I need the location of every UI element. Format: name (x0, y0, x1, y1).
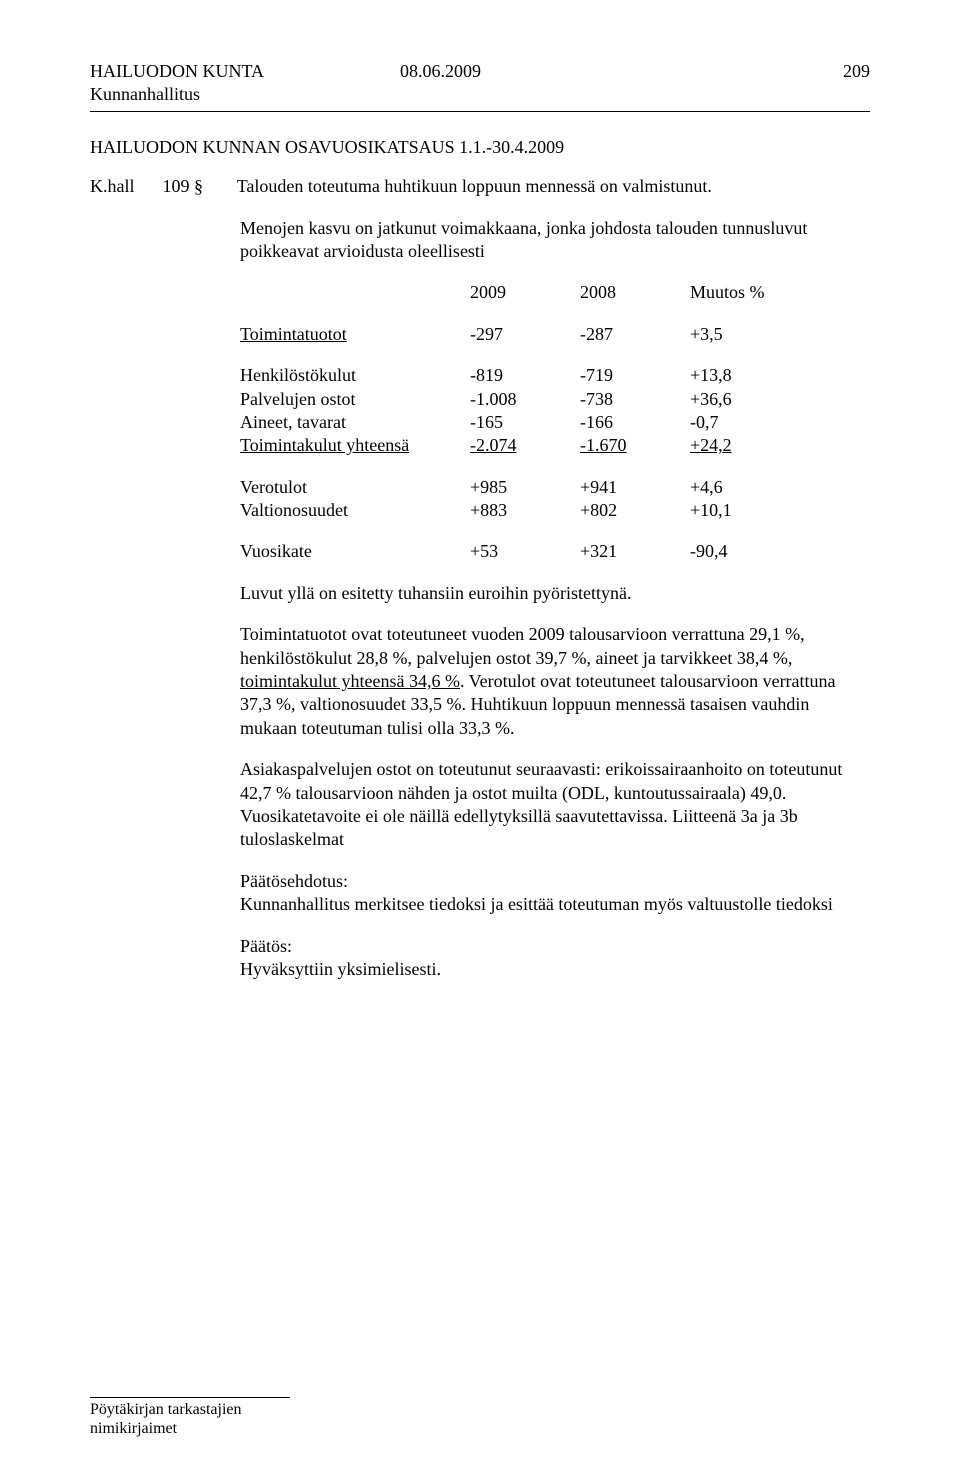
table-row: Toimintakulut yhteensä-2.074-1.670+24,2 (240, 434, 800, 457)
cell-change: +36,6 (690, 388, 800, 411)
table-row: Valtionosuudet+883+802+10,1 (240, 499, 800, 522)
cell-2008: +941 (580, 476, 690, 499)
cell-change: +10,1 (690, 499, 800, 522)
row-label: Valtionosuudet (240, 499, 470, 522)
table-row: Vuosikate+53+321-90,4 (240, 540, 800, 563)
table-row: Toimintatuotot-297-287+3,5 (240, 323, 800, 346)
row-label: Toimintatuotot (240, 323, 470, 346)
table-row: Henkilöstökulut-819-719+13,8 (240, 364, 800, 387)
table-row: Verotulot+985+941+4,6 (240, 476, 800, 499)
financial-table: 2009 2008 Muutos % Toimintatuotot-297-28… (240, 281, 800, 564)
cell-2008: +321 (580, 540, 690, 563)
cell-change: +13,8 (690, 364, 800, 387)
header-divider (90, 111, 870, 112)
khall-row: K.hall 109 § Talouden toteutuma huhtikuu… (90, 175, 870, 198)
cell-2009: +53 (470, 540, 580, 563)
row-label: Palvelujen ostot (240, 388, 470, 411)
paragraph-percents: Toimintatuotot ovat toteutuneet vuoden 2… (240, 623, 870, 740)
cell-2008: -166 (580, 411, 690, 434)
row-label: Toimintakulut yhteensä (240, 434, 470, 457)
table-header-row: 2009 2008 Muutos % (240, 281, 800, 304)
cell-2008: -719 (580, 364, 690, 387)
cell-2008: +802 (580, 499, 690, 522)
khall-label: K.hall (90, 175, 158, 198)
decision-text: Hyväksyttiin yksimielisesti. (240, 958, 870, 981)
p2-part-a: Toimintatuotot ovat toteutuneet vuoden 2… (240, 624, 805, 667)
cell-change: -0,7 (690, 411, 800, 434)
table-row (240, 522, 800, 540)
khall-number: 109 § (163, 175, 233, 198)
cell-change: -90,4 (690, 540, 800, 563)
proposal-text: Kunnanhallitus merkitsee tiedoksi ja esi… (240, 893, 870, 916)
org-name: HAILUODON KUNTA (90, 60, 264, 83)
page-number: 209 (843, 60, 870, 83)
row-label: Vuosikate (240, 540, 470, 563)
cell-2008: -738 (580, 388, 690, 411)
col-2008: 2008 (580, 281, 690, 304)
footer-line-2: nimikirjaimet (90, 1419, 290, 1438)
col-2009: 2009 (470, 281, 580, 304)
cell-2009: -1.008 (470, 388, 580, 411)
col-change: Muutos % (690, 281, 800, 304)
cell-2009: -165 (470, 411, 580, 434)
cell-2008: -1.670 (580, 434, 690, 457)
cell-2009: -2.074 (470, 434, 580, 457)
cell-change: +3,5 (690, 323, 800, 346)
table-row: Palvelujen ostot-1.008-738+36,6 (240, 388, 800, 411)
table-row: Aineet, tavarat-165-166-0,7 (240, 411, 800, 434)
row-label: Verotulot (240, 476, 470, 499)
paragraph-services: Asiakaspalvelujen ostot on toteutunut se… (240, 758, 870, 852)
decision-heading: Päätös: (240, 935, 870, 958)
cell-change: +4,6 (690, 476, 800, 499)
decision-block: Päätös: Hyväksyttiin yksimielisesti. (240, 935, 870, 982)
paragraph-rounding: Luvut yllä on esitetty tuhansiin euroihi… (240, 582, 870, 605)
footer-initials: Pöytäkirjan tarkastajien nimikirjaimet (90, 1397, 290, 1438)
page-header: HAILUODON KUNTA Kunnanhallitus 08.06.200… (90, 60, 870, 107)
row-label: Aineet, tavarat (240, 411, 470, 434)
proposal-heading: Päätösehdotus: (240, 870, 870, 893)
header-date: 08.06.2009 (400, 60, 481, 83)
cell-2009: -297 (470, 323, 580, 346)
row-label: Henkilöstökulut (240, 364, 470, 387)
cell-2008: -287 (580, 323, 690, 346)
intro-line-2: Menojen kasvu on jatkunut voimakkaana, j… (240, 217, 870, 264)
cell-2009: +985 (470, 476, 580, 499)
table-row (240, 458, 800, 476)
footer-line-1: Pöytäkirjan tarkastajien (90, 1400, 290, 1419)
cell-change: +24,2 (690, 434, 800, 457)
cell-2009: -819 (470, 364, 580, 387)
table-row (240, 346, 800, 364)
org-sub: Kunnanhallitus (90, 83, 264, 106)
proposal-block: Päätösehdotus: Kunnanhallitus merkitsee … (240, 870, 870, 917)
intro-line-1: Talouden toteutuma huhtikuun loppuun men… (237, 176, 712, 196)
p2-underline: toimintakulut yhteensä 34,6 % (240, 671, 460, 691)
cell-2009: +883 (470, 499, 580, 522)
document-title: HAILUODON KUNNAN OSAVUOSIKATSAUS 1.1.-30… (90, 136, 870, 159)
